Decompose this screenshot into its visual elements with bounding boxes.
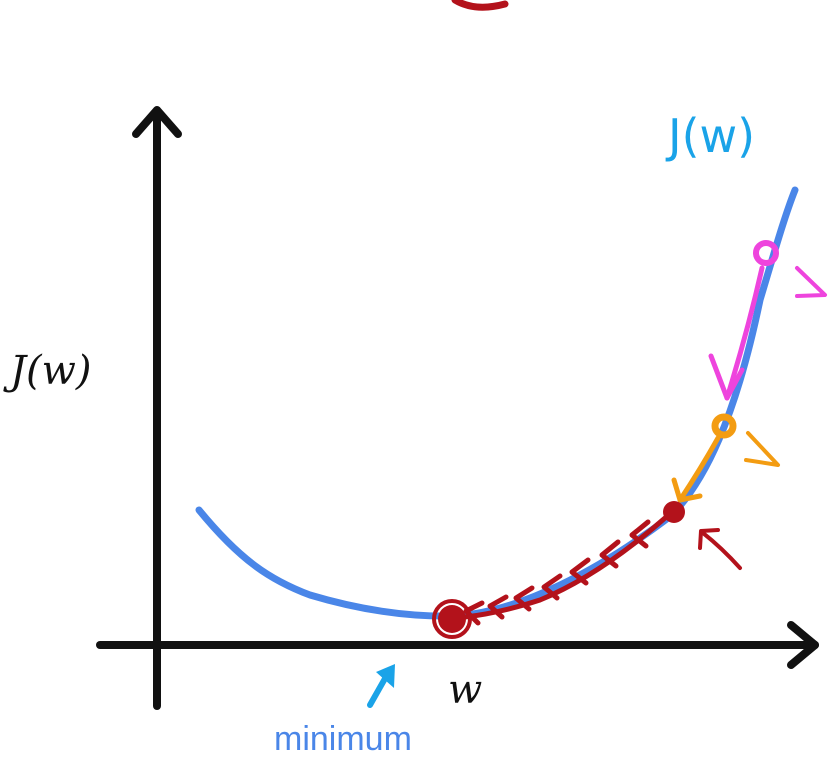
red-descent-path	[462, 515, 668, 620]
red-chevron	[629, 519, 651, 549]
cost-curve	[195, 186, 799, 620]
red-chevron	[541, 573, 563, 601]
red-point	[663, 501, 685, 523]
axes	[96, 106, 819, 710]
red-chevron	[569, 557, 591, 586]
steps-red	[432, 501, 742, 639]
minimum-indicator	[367, 664, 395, 708]
step-1-pink	[708, 240, 827, 401]
red-minimum-ring	[432, 599, 472, 639]
red-minimum-point	[438, 605, 466, 633]
pink-step-arrow	[724, 265, 765, 401]
orange-pointer-arrow	[744, 431, 780, 467]
minimum-label: minimum	[274, 720, 412, 758]
curve-label: J(w)	[665, 109, 755, 163]
orange-point	[711, 413, 737, 439]
cropped-red-mark	[451, 0, 509, 11]
minimum-arrow	[367, 672, 390, 708]
pink-pointer-arrow	[795, 266, 827, 298]
x-axis-arrowhead	[787, 621, 819, 669]
pink-point	[753, 240, 779, 266]
orange-step-arrow	[677, 435, 721, 503]
red-chevron	[513, 585, 535, 612]
red-pointer-arrow	[701, 531, 742, 570]
y-axis-arrowhead	[132, 106, 182, 138]
minimum-arrowhead	[376, 664, 395, 688]
red-chevron	[599, 539, 621, 569]
pink-step-arrowhead	[708, 353, 745, 401]
x-axis-label: w	[448, 667, 482, 713]
y-axis-label: J(w)	[3, 348, 91, 394]
orange-step-arrowhead	[671, 477, 703, 503]
red-chevron	[487, 594, 509, 620]
red-pointer-arrowhead	[698, 528, 720, 550]
step-2-orange	[671, 413, 780, 503]
